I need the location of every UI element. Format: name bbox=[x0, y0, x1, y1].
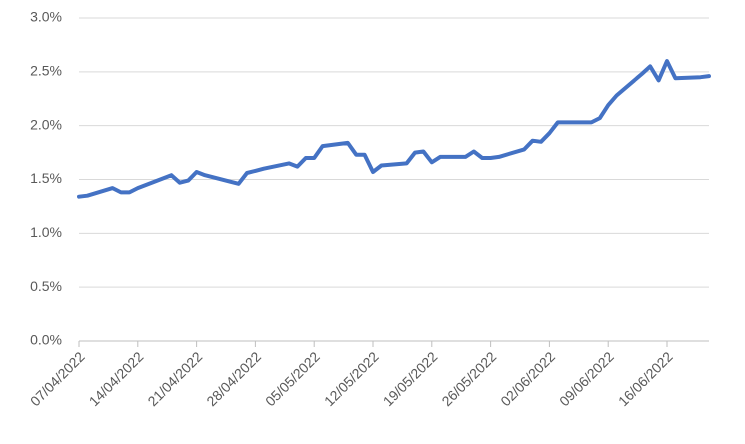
x-tick-label: 02/06/2022 bbox=[497, 348, 558, 409]
y-tick-label: 1.0% bbox=[30, 224, 62, 240]
y-tick-label: 2.5% bbox=[30, 63, 62, 79]
y-tick-label: 3.0% bbox=[30, 9, 62, 25]
x-tick-label: 05/05/2022 bbox=[262, 348, 323, 409]
x-tick-label: 09/06/2022 bbox=[556, 348, 617, 409]
x-tick-label: 21/04/2022 bbox=[144, 348, 205, 409]
y-tick-label: 1.5% bbox=[30, 170, 62, 186]
x-tick-label: 12/05/2022 bbox=[321, 348, 382, 409]
x-tick-label: 07/04/2022 bbox=[27, 348, 88, 409]
y-tick-label: 0.5% bbox=[30, 278, 62, 294]
x-tick-label: 14/04/2022 bbox=[86, 348, 147, 409]
x-tick-label: 19/05/2022 bbox=[380, 348, 441, 409]
y-tick-label: 2.0% bbox=[30, 116, 62, 132]
y-tick-label: 0.0% bbox=[30, 332, 62, 348]
data-line bbox=[77, 59, 711, 199]
x-tick-label: 28/04/2022 bbox=[203, 348, 264, 409]
x-tick-label: 16/06/2022 bbox=[615, 348, 676, 409]
x-tick-label: 26/05/2022 bbox=[438, 348, 499, 409]
